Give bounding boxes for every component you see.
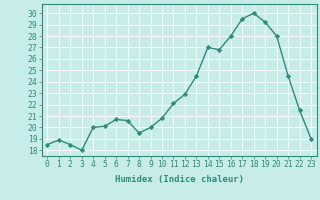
X-axis label: Humidex (Indice chaleur): Humidex (Indice chaleur)	[115, 175, 244, 184]
